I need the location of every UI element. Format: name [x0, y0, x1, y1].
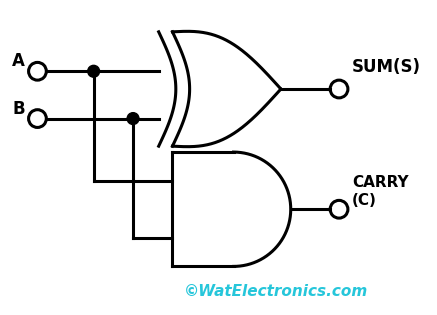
Text: A: A [12, 52, 24, 71]
Circle shape [127, 113, 139, 124]
Text: SUM(S): SUM(S) [352, 58, 421, 76]
Circle shape [88, 65, 100, 77]
Text: ©WatElectronics.com: ©WatElectronics.com [184, 284, 368, 299]
Text: CARRY
(C): CARRY (C) [352, 175, 409, 208]
Text: B: B [12, 100, 24, 118]
